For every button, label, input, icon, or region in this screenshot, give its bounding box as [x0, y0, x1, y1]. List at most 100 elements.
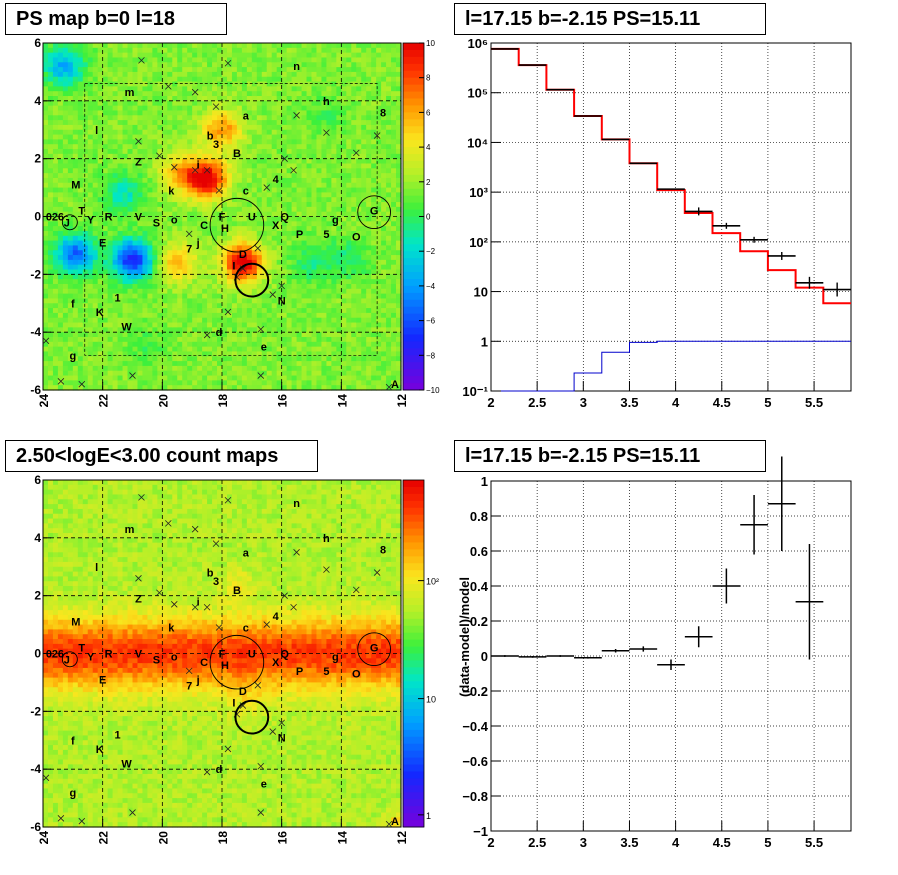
map-cell [182, 43, 188, 49]
map-cell [381, 163, 387, 169]
map-cell [167, 370, 173, 377]
map-cell [92, 129, 99, 136]
map-cell [231, 81, 238, 87]
map-cell [142, 192, 149, 198]
map-cell [117, 76, 124, 83]
map-cell [117, 110, 124, 116]
map-cell [192, 341, 198, 348]
map-cell [142, 197, 149, 203]
map-cell [261, 303, 268, 309]
map-cell [361, 202, 367, 208]
map-cell [177, 120, 183, 126]
map-cell [122, 240, 129, 247]
map-cell [62, 269, 69, 275]
map-cell [202, 317, 208, 324]
map-cell [296, 380, 303, 386]
map-cell [346, 52, 352, 59]
map-cell [43, 67, 49, 73]
map-cell [72, 375, 79, 381]
map-cell [226, 149, 233, 155]
map-cell [207, 259, 213, 266]
map-cell [152, 255, 158, 261]
map-cell [72, 235, 79, 242]
map-cell [202, 230, 208, 237]
map-cell [286, 221, 293, 227]
map-cell [326, 110, 332, 116]
map-cell [326, 177, 332, 184]
map-cell [256, 365, 263, 372]
map-cell [241, 312, 248, 319]
map-cell [256, 202, 263, 208]
map-cell [381, 226, 387, 232]
map-cell [217, 274, 223, 280]
map-cell [127, 259, 134, 266]
map-cell [92, 100, 99, 107]
map-cell [316, 221, 323, 227]
map-cell [172, 173, 178, 179]
map-cell [321, 356, 328, 362]
map-cell [246, 115, 253, 121]
map-cell [316, 216, 323, 222]
map-cell [306, 149, 313, 155]
map-cell [97, 385, 104, 391]
map-cell [376, 269, 382, 275]
map-cell [241, 274, 248, 280]
map-cell [236, 341, 243, 348]
map-cell [271, 298, 278, 304]
map-cell [187, 283, 193, 290]
map-cell [212, 269, 218, 275]
map-cell [132, 115, 139, 121]
map-cell [336, 67, 342, 73]
map-cell [261, 134, 268, 140]
map-cell [152, 202, 158, 208]
map-cell [157, 120, 163, 126]
map-cell [251, 235, 258, 242]
map-cell [241, 105, 248, 112]
map-cell [127, 153, 134, 160]
map-cell [371, 206, 377, 213]
map-cell [72, 129, 79, 136]
map-cell [197, 365, 203, 372]
map-cell [246, 43, 253, 49]
map-cell [177, 235, 183, 242]
map-cell [172, 86, 178, 92]
map-cell [386, 62, 392, 68]
map-cell [142, 370, 149, 377]
map-cell [147, 279, 153, 285]
map-cell [271, 81, 278, 87]
map-cell [92, 124, 99, 131]
map-cell [381, 370, 387, 377]
map-cell [187, 308, 193, 314]
map-cell [87, 211, 94, 218]
map-cell [386, 110, 392, 116]
map-cell [266, 110, 273, 116]
map-cell [326, 226, 332, 232]
map-cell [366, 361, 372, 367]
map-cell [291, 144, 298, 150]
map-cell [72, 351, 79, 357]
map-cell [316, 283, 323, 290]
map-cell [301, 235, 308, 242]
map-cell [212, 288, 218, 295]
map-cell [157, 245, 163, 251]
map-cell [107, 250, 114, 256]
map-cell [192, 221, 198, 227]
map-cell [226, 245, 233, 251]
map-cell [306, 71, 313, 78]
map-cell [182, 173, 188, 179]
map-cell [306, 81, 313, 87]
map-cell [296, 211, 303, 218]
map-cell [102, 81, 109, 87]
map-cell [112, 346, 119, 353]
map-cell [381, 153, 387, 160]
map-cell [241, 163, 248, 169]
map-cell [271, 274, 278, 280]
map-cell [87, 303, 94, 309]
map-cell [202, 365, 208, 372]
map-cell [331, 230, 337, 237]
map-cell [271, 327, 278, 333]
map-cell [251, 139, 258, 145]
map-cell [167, 274, 173, 280]
map-cell [47, 226, 54, 232]
map-cell [311, 153, 318, 160]
